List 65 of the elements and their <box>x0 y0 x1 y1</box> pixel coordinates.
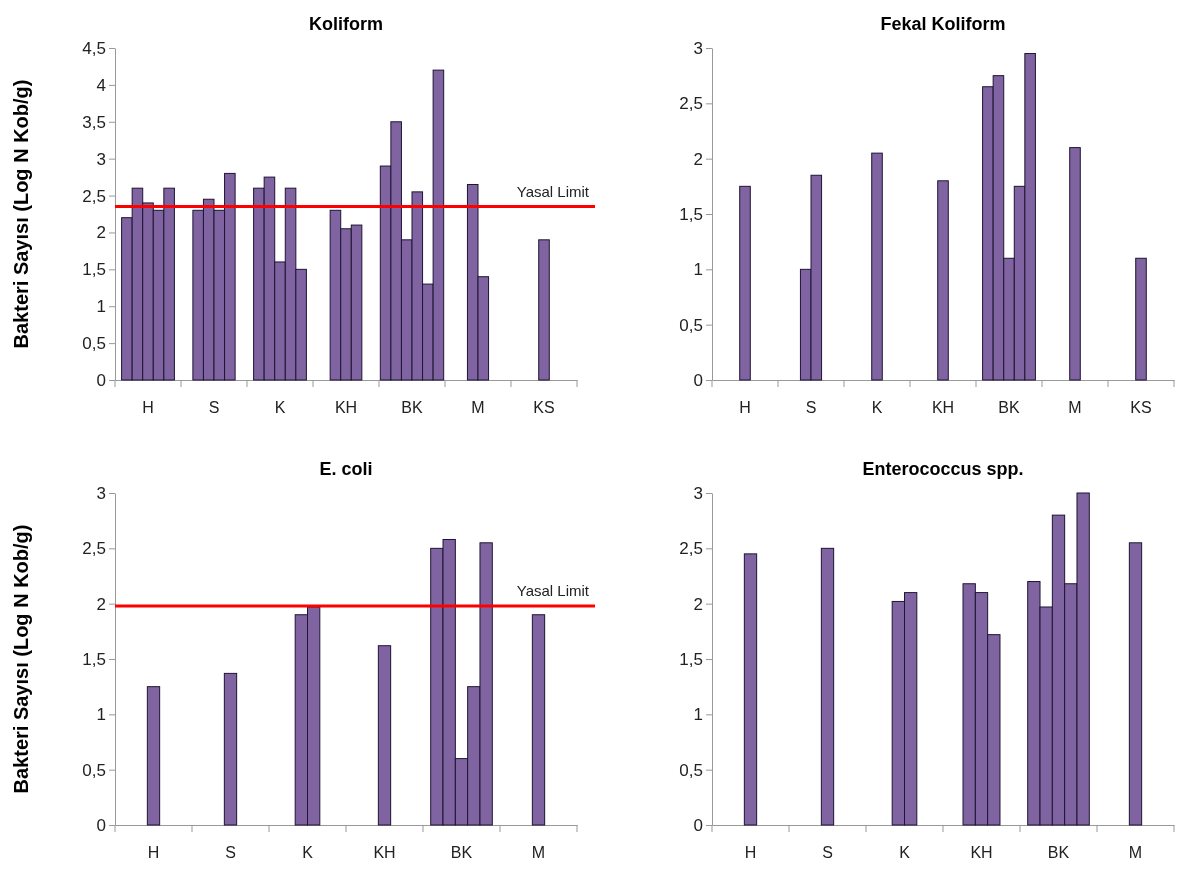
y-tick-label: 1 <box>96 705 106 725</box>
x-tick-label: S <box>225 844 236 862</box>
y-tick-label: 3,5 <box>82 112 106 132</box>
x-tick-label: KS <box>1130 399 1152 417</box>
x-tick-label: M <box>471 399 485 417</box>
y-tick-label: 0,5 <box>679 315 703 335</box>
y-tick-label: 2 <box>96 223 106 243</box>
x-tick-label: KS <box>533 399 555 417</box>
y-tick-label: 0 <box>693 815 703 835</box>
y-tick-label: 0,5 <box>82 334 106 354</box>
chart-title: Koliform <box>309 14 383 34</box>
y-axis-title: Bakteri Sayısı (Log N Kob/g) <box>10 79 32 349</box>
x-tick-label: H <box>142 399 154 417</box>
x-tick-label: M <box>531 844 546 862</box>
x-tick-label: H <box>147 844 160 862</box>
y-tick-label: 1,5 <box>679 649 703 669</box>
y-tick-label: 2,5 <box>679 94 703 114</box>
y-tick-label: 4,5 <box>82 38 106 58</box>
chart-title: Enterococcus spp. <box>862 459 1024 479</box>
y-tick-label: 1,5 <box>82 260 106 280</box>
y-tick-label: 1 <box>96 297 106 317</box>
x-tick-label: K <box>871 399 883 417</box>
x-tick-label: K <box>274 399 286 417</box>
y-tick-label: 4 <box>96 75 106 95</box>
x-tick-label: KH <box>373 844 396 862</box>
y-tick-label: 2,5 <box>82 186 106 206</box>
x-tick-label: KH <box>970 844 993 862</box>
x-tick-label: KH <box>931 399 955 417</box>
y-tick-label: 0 <box>693 370 703 390</box>
ref-line-label: Yasal Limit <box>516 581 590 599</box>
x-tick-label: S <box>822 844 833 862</box>
y-tick-label: 1,5 <box>679 204 703 224</box>
x-tick-label: BK <box>450 844 473 862</box>
x-tick-label: BK <box>1047 844 1070 862</box>
x-tick-label: BK <box>998 399 1020 417</box>
x-tick-label: BK <box>401 399 423 417</box>
x-tick-label: KH <box>334 399 358 417</box>
x-tick-label: S <box>208 399 220 417</box>
y-tick-label: 2 <box>96 594 106 614</box>
y-tick-label: 2,5 <box>82 539 106 559</box>
y-tick-label: 3 <box>96 483 106 503</box>
x-tick-label: M <box>1068 399 1082 417</box>
y-tick-label: 2 <box>693 149 703 169</box>
y-tick-label: 3 <box>693 38 703 58</box>
chart-title: Fekal Koliform <box>880 14 1006 34</box>
ref-line-label: Yasal Limit <box>516 182 590 200</box>
y-tick-label: 1 <box>693 705 703 725</box>
y-tick-label: 1 <box>693 260 703 280</box>
y-tick-label: 0,5 <box>679 760 703 780</box>
y-tick-label: 0 <box>96 815 106 835</box>
y-tick-label: 1,5 <box>82 649 106 669</box>
y-tick-label: 0 <box>96 370 106 390</box>
x-tick-label: H <box>744 844 757 862</box>
y-tick-label: 2,5 <box>679 539 703 559</box>
y-axis-title: Bakteri Sayısı (Log N Kob/g) <box>10 524 32 794</box>
y-tick-label: 3 <box>96 149 106 169</box>
y-tick-label: 3 <box>693 483 703 503</box>
x-tick-label: S <box>805 399 817 417</box>
x-tick-label: K <box>302 844 314 862</box>
x-tick-label: K <box>899 844 911 862</box>
y-tick-label: 2 <box>693 594 703 614</box>
x-tick-label: H <box>739 399 751 417</box>
x-tick-label: M <box>1128 844 1143 862</box>
y-tick-label: 0,5 <box>82 760 106 780</box>
chart-title: E. coli <box>319 459 373 479</box>
